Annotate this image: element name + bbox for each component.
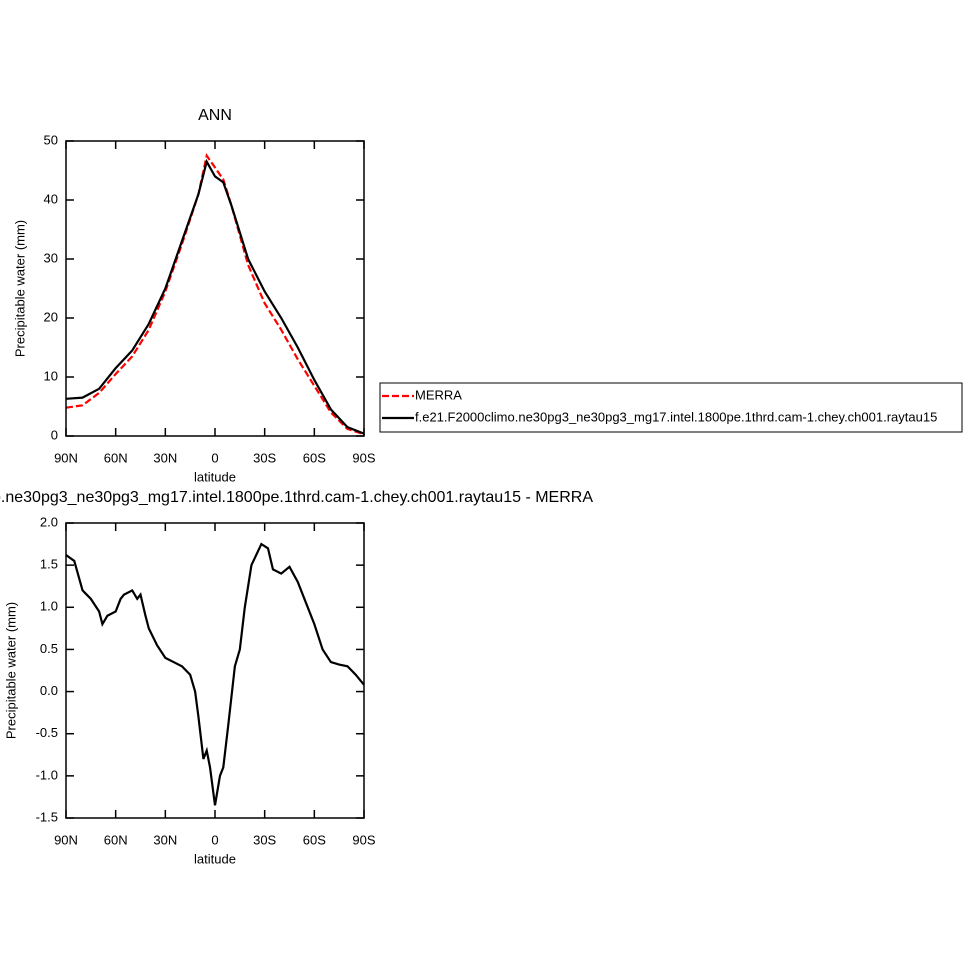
data-line [65,542,365,806]
x-tick-label: 90S [352,832,375,847]
legend-label: MERRA [415,387,462,402]
legend-label: f.e21.F2000climo.ne30pg3_ne30pg3_mg17.in… [415,409,937,424]
x-tick-label: 60N [104,450,128,465]
data-line [65,153,365,436]
x-tick-label: 30N [153,450,177,465]
x-tick-label: 90N [54,832,78,847]
x-tick-label: 90S [352,450,375,465]
y-tick-label: 20 [44,309,58,324]
plot-frame [65,140,365,437]
y-tick-label: 0.0 [40,683,58,698]
y-tick-label: 0.5 [40,641,58,656]
y-tick-label: 40 [44,191,58,206]
y-axis-label: Precipitable water (mm) [12,220,27,357]
x-tick-label: 30N [153,832,177,847]
x-tick-label: 30S [253,832,276,847]
y-tick-label: -0.5 [36,725,58,740]
y-tick-label: 50 [44,132,58,147]
x-tick-label: 30S [253,450,276,465]
chart-title: ANN [198,107,232,124]
y-tick-label: -1.0 [36,767,58,782]
x-tick-label: 90N [54,450,78,465]
x-tick-label: 60S [303,832,326,847]
y-tick-label: -1.5 [36,809,58,824]
x-axis-label: latitude [194,469,236,484]
x-tick-label: 60N [104,832,128,847]
x-tick-label: 0 [211,450,218,465]
y-tick-label: 1.5 [40,557,58,572]
chart-title: f.e21.F2000climo.ne30pg3_ne30pg3_mg17.in… [0,489,593,506]
y-axis-label: Precipitable water (mm) [3,602,18,739]
x-tick-label: 0 [211,832,218,847]
y-tick-label: 30 [44,250,58,265]
legend-box [379,382,963,433]
data-line [65,158,365,435]
y-tick-label: 2.0 [40,514,58,529]
x-axis-label: latitude [194,851,236,866]
y-tick-label: 1.0 [40,599,58,614]
y-tick-label: 0 [51,427,58,442]
x-tick-label: 60S [303,450,326,465]
y-tick-label: 10 [44,368,58,383]
plot-frame [65,522,365,819]
